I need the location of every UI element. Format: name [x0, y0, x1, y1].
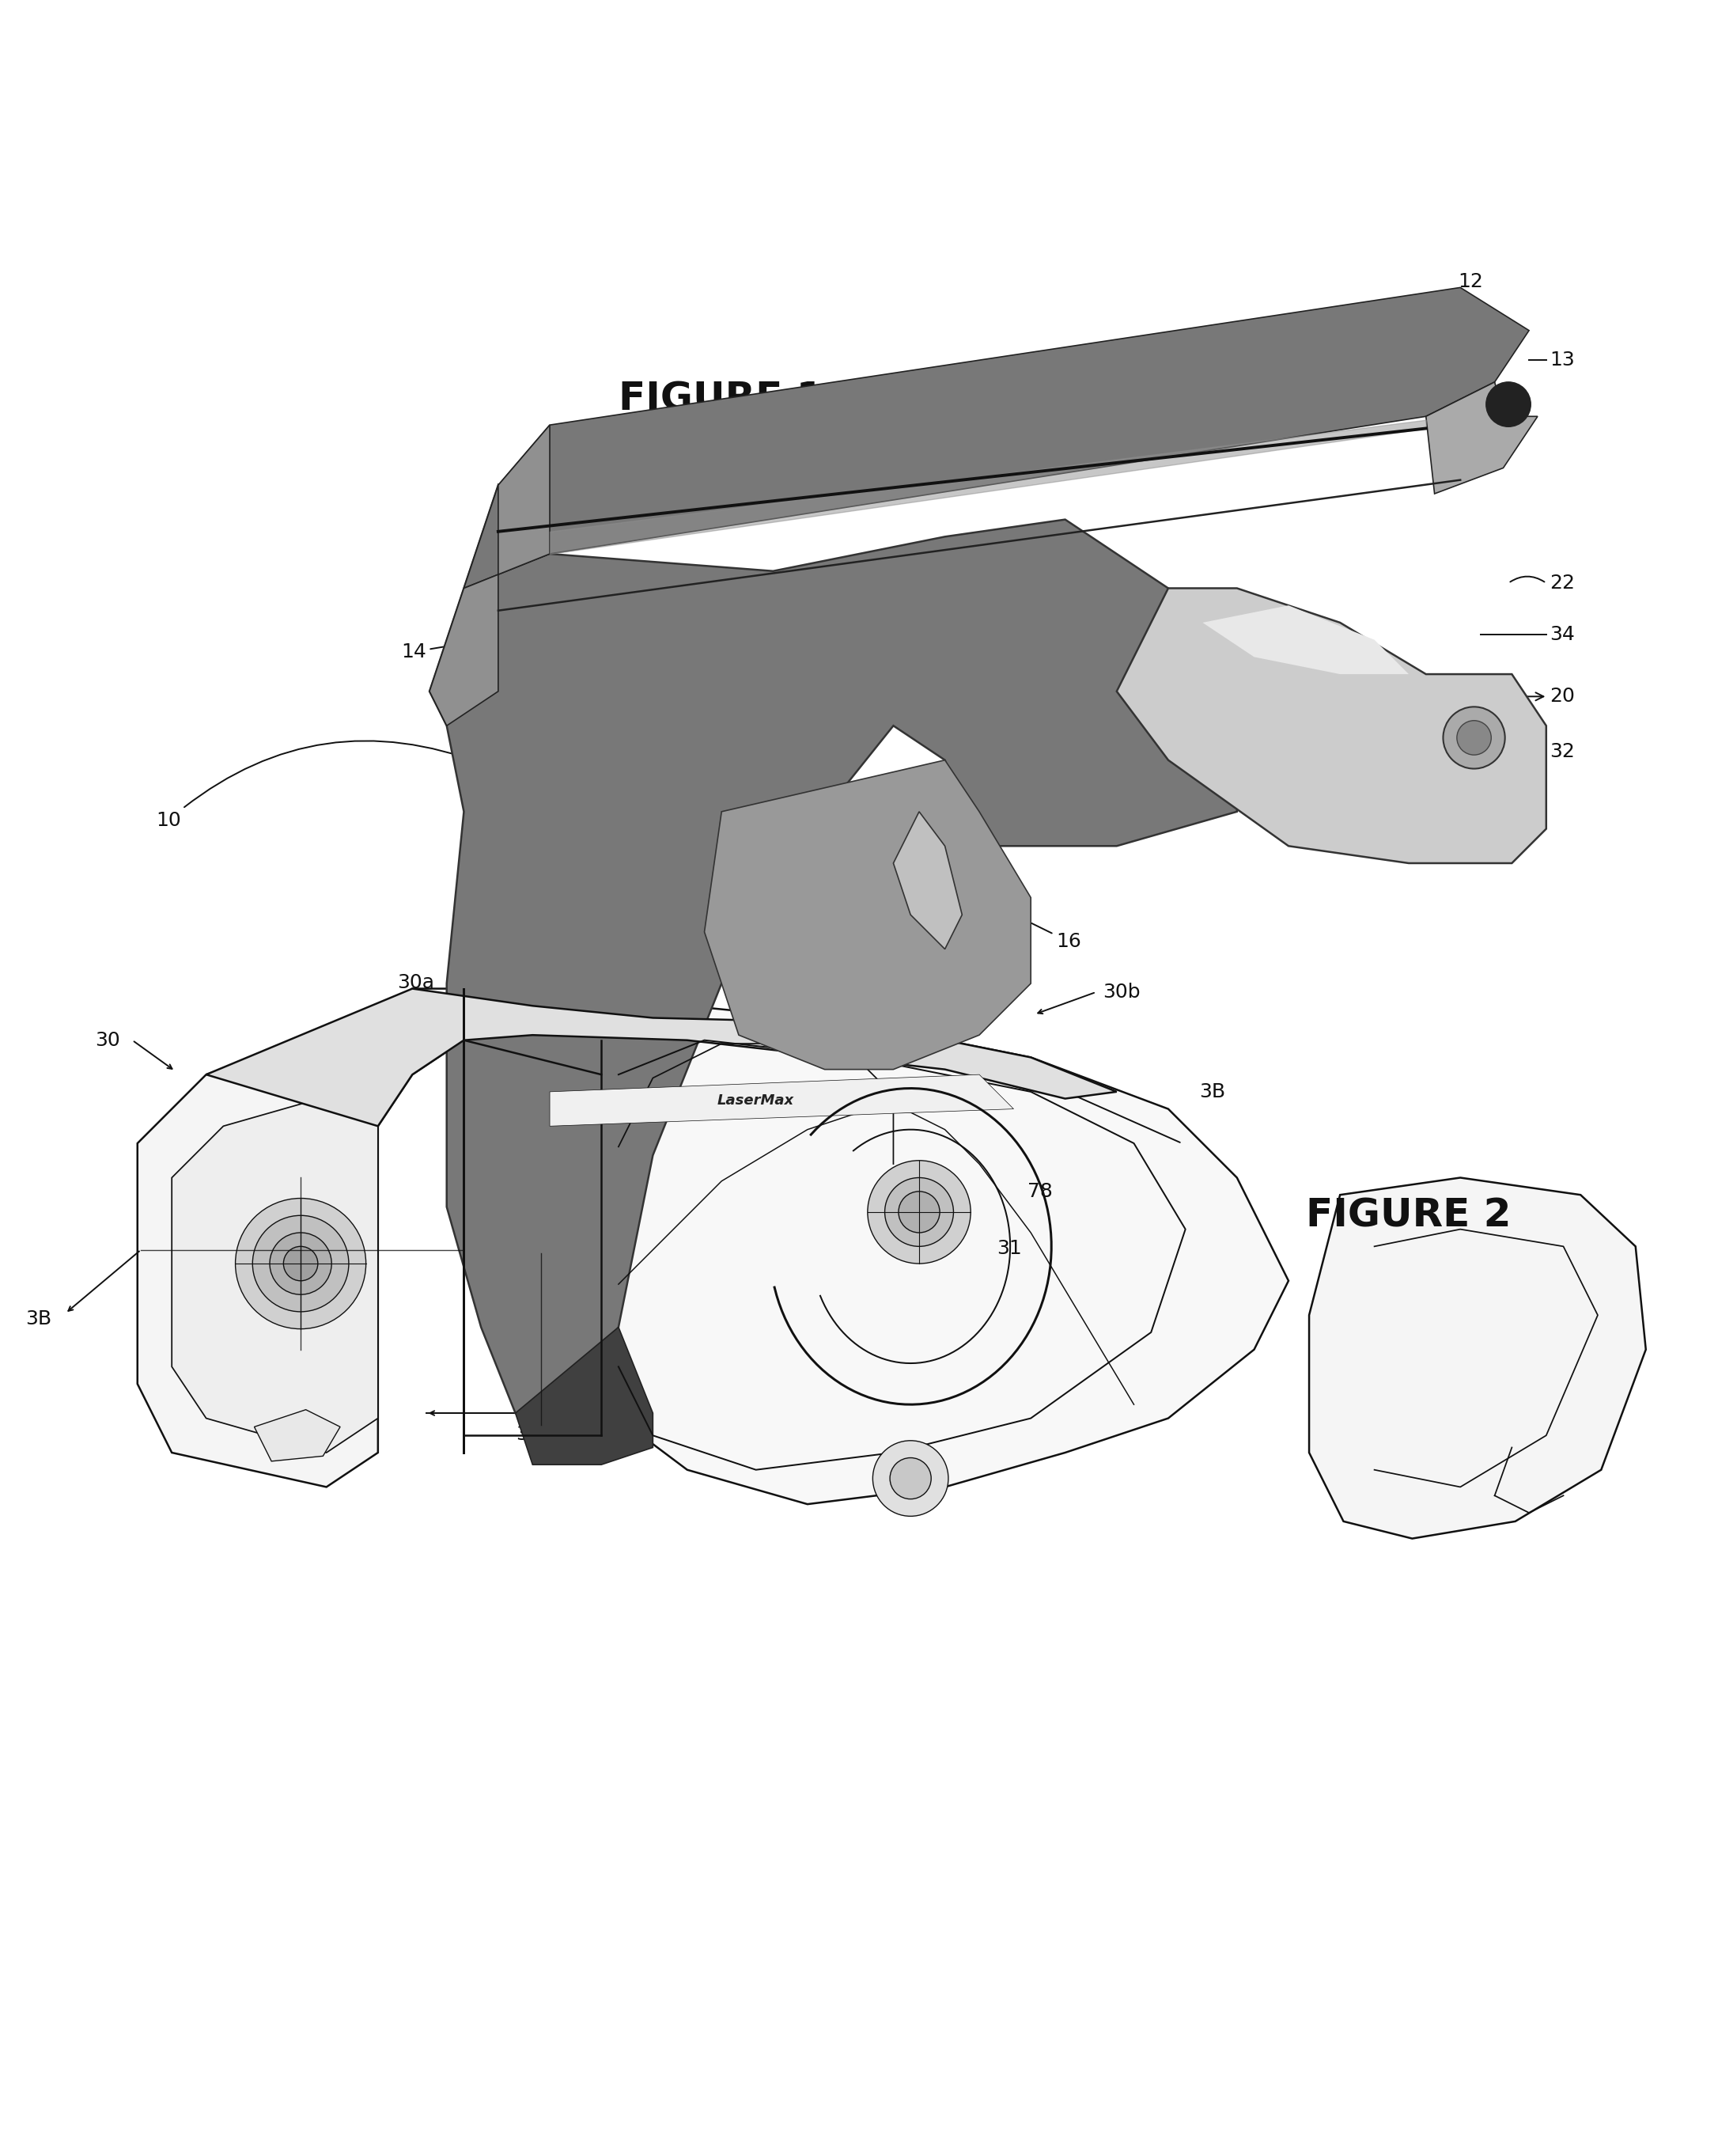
Text: 3B: 3B: [1199, 1082, 1225, 1102]
Circle shape: [253, 1216, 349, 1311]
Circle shape: [283, 1246, 318, 1281]
Polygon shape: [893, 811, 962, 949]
Text: 30a: 30a: [397, 972, 435, 992]
Text: 34: 34: [1550, 625, 1575, 645]
Polygon shape: [172, 1091, 378, 1453]
Text: FIGURE 2: FIGURE 2: [1306, 1197, 1512, 1235]
Circle shape: [899, 1192, 940, 1233]
Circle shape: [885, 1177, 953, 1246]
Polygon shape: [464, 287, 1529, 589]
Polygon shape: [1426, 382, 1538, 494]
Text: 31: 31: [996, 1240, 1022, 1257]
Text: 3B: 3B: [26, 1309, 52, 1328]
Polygon shape: [137, 990, 464, 1488]
Circle shape: [270, 1233, 332, 1294]
Text: 13: 13: [1550, 349, 1575, 369]
Polygon shape: [1203, 606, 1409, 675]
Text: 3C: 3C: [553, 1231, 579, 1250]
Circle shape: [890, 1457, 931, 1498]
Polygon shape: [515, 1328, 653, 1464]
Text: 3C: 3C: [198, 1153, 223, 1173]
Polygon shape: [206, 990, 1117, 1125]
Polygon shape: [704, 761, 1031, 1069]
Polygon shape: [550, 1074, 1014, 1125]
Text: 10: 10: [156, 742, 483, 830]
Text: 31: 31: [1067, 655, 1091, 675]
Polygon shape: [1309, 1177, 1646, 1539]
Polygon shape: [1117, 589, 1546, 862]
Circle shape: [1443, 707, 1505, 770]
Polygon shape: [254, 1410, 340, 1462]
Circle shape: [873, 1440, 948, 1516]
Text: 3A: 3A: [515, 1425, 543, 1445]
Polygon shape: [430, 485, 1237, 1412]
Text: 14: 14: [400, 608, 658, 662]
Polygon shape: [601, 1007, 1288, 1505]
Circle shape: [235, 1199, 366, 1328]
Text: 20: 20: [1505, 688, 1575, 705]
Text: 3A: 3A: [515, 981, 543, 1000]
Circle shape: [1486, 382, 1531, 427]
Text: 34: 34: [344, 1365, 369, 1384]
Text: LaserMax: LaserMax: [718, 1093, 794, 1108]
Text: 78: 78: [1027, 1181, 1053, 1201]
Text: FIGURE 1: FIGURE 1: [618, 379, 825, 418]
Text: 16: 16: [979, 897, 1081, 951]
Text: 30: 30: [94, 1031, 120, 1050]
Text: 12: 12: [1459, 272, 1483, 291]
Polygon shape: [430, 425, 550, 727]
Circle shape: [868, 1160, 971, 1263]
Text: 30b: 30b: [1103, 983, 1141, 1003]
Circle shape: [1457, 720, 1491, 755]
Text: 22: 22: [1550, 573, 1575, 593]
Text: 32: 32: [1550, 742, 1575, 761]
